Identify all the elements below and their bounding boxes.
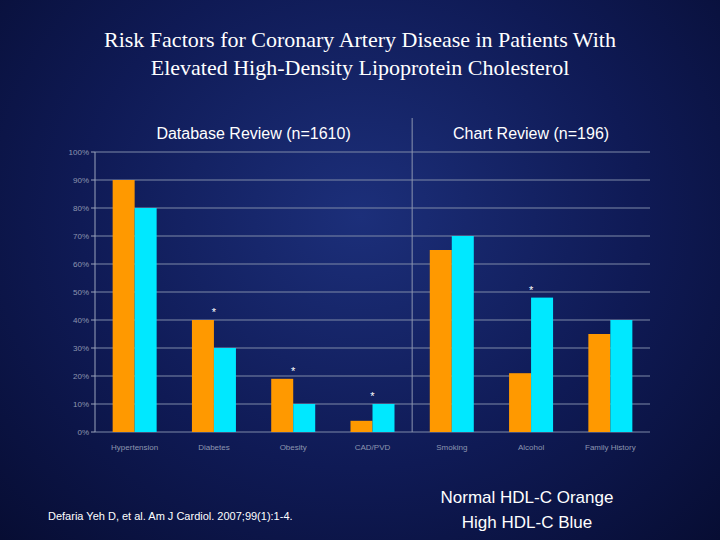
tick-mark bbox=[91, 404, 95, 405]
grid-line bbox=[95, 236, 650, 237]
bar bbox=[430, 250, 452, 432]
bar bbox=[509, 373, 531, 432]
y-axis bbox=[95, 152, 96, 432]
tick-mark bbox=[91, 152, 95, 153]
grid-line bbox=[95, 376, 650, 377]
annotation: * bbox=[529, 284, 534, 296]
grid-line bbox=[95, 292, 650, 293]
bar bbox=[452, 236, 474, 432]
panel-title: Database Review (n=1610) bbox=[156, 125, 350, 142]
grid-line bbox=[95, 320, 650, 321]
category-label: CAD/PVD bbox=[355, 443, 391, 452]
panel-title: Chart Review (n=196) bbox=[453, 125, 609, 142]
annotation: * bbox=[291, 365, 296, 377]
tick-mark bbox=[91, 320, 95, 321]
source: Defaria Yeh D, et al. Am J Cardiol. 2007… bbox=[48, 510, 293, 522]
grid-line bbox=[95, 152, 650, 153]
bar bbox=[373, 404, 395, 432]
bar bbox=[588, 334, 610, 432]
bar bbox=[271, 379, 293, 432]
category-label: Smoking bbox=[436, 443, 467, 452]
bar bbox=[610, 320, 632, 432]
tick-mark bbox=[91, 348, 95, 349]
bar bbox=[531, 298, 553, 432]
tick-label: 40% bbox=[73, 316, 89, 325]
tick-label: 60% bbox=[73, 260, 89, 269]
tick-mark bbox=[91, 180, 95, 181]
category-label: Alcohol bbox=[518, 443, 544, 452]
tick-label: 10% bbox=[73, 400, 89, 409]
legend-entry: Normal HDL-C Orange bbox=[441, 488, 614, 507]
panel-divider bbox=[412, 118, 413, 432]
tick-mark bbox=[91, 376, 95, 377]
title: Risk Factors for Coronary Artery Disease… bbox=[70, 26, 650, 82]
tick-label: 90% bbox=[73, 176, 89, 185]
category-label: Obesity bbox=[280, 443, 307, 452]
bar bbox=[351, 421, 373, 432]
tick-label: 50% bbox=[73, 288, 89, 297]
bar bbox=[135, 208, 157, 432]
tick-label: 0% bbox=[77, 428, 89, 437]
grid-line bbox=[95, 180, 650, 181]
tick-label: 100% bbox=[69, 148, 89, 157]
bar bbox=[192, 320, 214, 432]
category-label: Hypertension bbox=[111, 443, 158, 452]
grid-line bbox=[95, 264, 650, 265]
tick-label: 30% bbox=[73, 344, 89, 353]
tick-mark bbox=[91, 264, 95, 265]
chart: 0% 10% 20% 30% 40% 50% 60% 70% 80% 90% 100% Databas… bbox=[0, 0, 720, 540]
tick-label: 80% bbox=[73, 204, 89, 213]
tick-label: 20% bbox=[73, 372, 89, 381]
legend-entry: High HDL-C Blue bbox=[462, 513, 592, 532]
grid-line bbox=[95, 208, 650, 209]
tick-mark bbox=[91, 292, 95, 293]
category-label: Diabetes bbox=[198, 443, 230, 452]
tick-mark bbox=[91, 236, 95, 237]
annotation: * bbox=[370, 390, 375, 402]
bar bbox=[113, 180, 135, 432]
tick-label: 70% bbox=[73, 232, 89, 241]
bar bbox=[214, 348, 236, 432]
category-label: Family History bbox=[585, 443, 636, 452]
bars bbox=[113, 180, 633, 432]
tick-mark bbox=[91, 432, 95, 433]
tick-mark bbox=[91, 208, 95, 209]
annotation: * bbox=[212, 306, 217, 318]
bar bbox=[293, 404, 315, 432]
grid-line bbox=[95, 348, 650, 349]
